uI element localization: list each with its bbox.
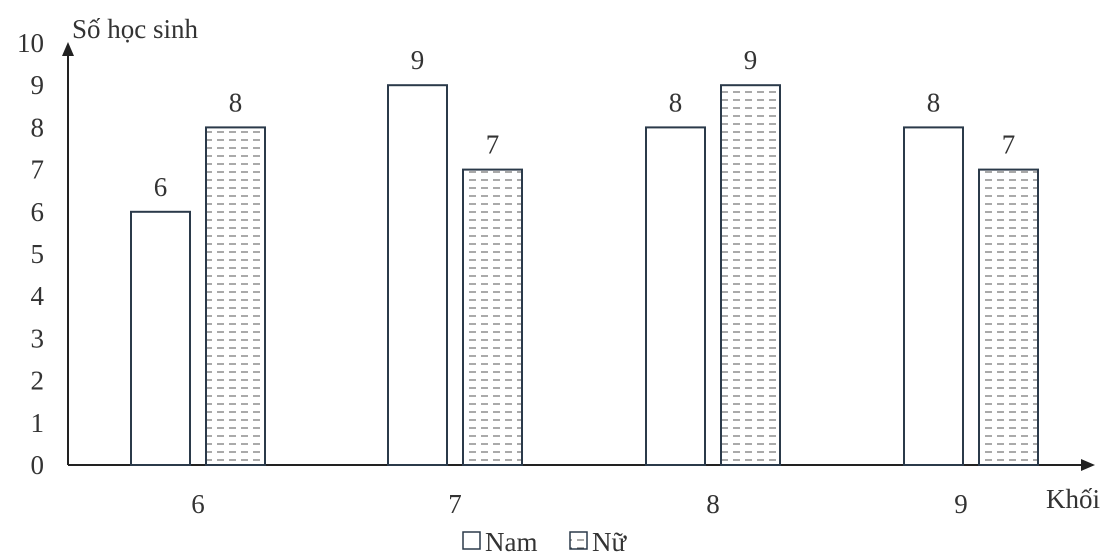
- legend-label-nam: Nam: [485, 527, 537, 557]
- x-tick-label: 9: [954, 489, 968, 519]
- bar-nu: [205, 126, 266, 467]
- y-tick-label: 2: [31, 366, 45, 396]
- y-tick-label: 6: [31, 197, 45, 227]
- y-tick-label: 10: [17, 28, 44, 58]
- y-tick-label: 3: [31, 323, 45, 353]
- data-label: 7: [486, 130, 500, 160]
- y-tick-label: 7: [31, 155, 45, 185]
- y-axis-arrow: [62, 42, 74, 56]
- y-tick-label: 4: [31, 281, 45, 311]
- data-label: 8: [927, 87, 941, 117]
- bar-nam: [387, 84, 448, 466]
- legend-swatch-nu: [569, 531, 588, 550]
- legend: Nam Nữ: [462, 527, 627, 557]
- x-axis-arrow: [1081, 459, 1095, 471]
- legend-swatch-nam: [462, 531, 481, 550]
- x-tick-label: 6: [191, 489, 205, 519]
- data-label: 6: [154, 172, 168, 202]
- y-tick-label: 5: [31, 239, 45, 269]
- data-label: 9: [744, 45, 758, 75]
- bar-nam: [903, 126, 964, 467]
- data-label: 7: [1002, 130, 1016, 160]
- bar-nu: [462, 168, 523, 466]
- x-tick-label: 7: [448, 489, 462, 519]
- data-labels: 6 9 8 8 8 7 9 7: [154, 45, 1016, 202]
- y-axis-title: Số học sinh: [72, 14, 199, 44]
- x-axis-title: Khối: [1046, 484, 1100, 514]
- data-label: 8: [229, 87, 243, 117]
- y-tick-label: 9: [31, 70, 45, 100]
- x-tick-label: 8: [706, 489, 720, 519]
- bar-nu: [978, 168, 1039, 466]
- bar-nam: [645, 126, 706, 467]
- bar-nu: [720, 84, 781, 466]
- y-tick-label: 1: [31, 408, 45, 438]
- bars: [130, 84, 1039, 467]
- data-label: 9: [411, 45, 425, 75]
- legend-label-nu: Nữ: [592, 527, 627, 557]
- bar-nam: [130, 210, 191, 466]
- data-label: 8: [669, 87, 683, 117]
- y-tick-label: 8: [31, 112, 45, 142]
- y-tick-label: 0: [31, 450, 45, 480]
